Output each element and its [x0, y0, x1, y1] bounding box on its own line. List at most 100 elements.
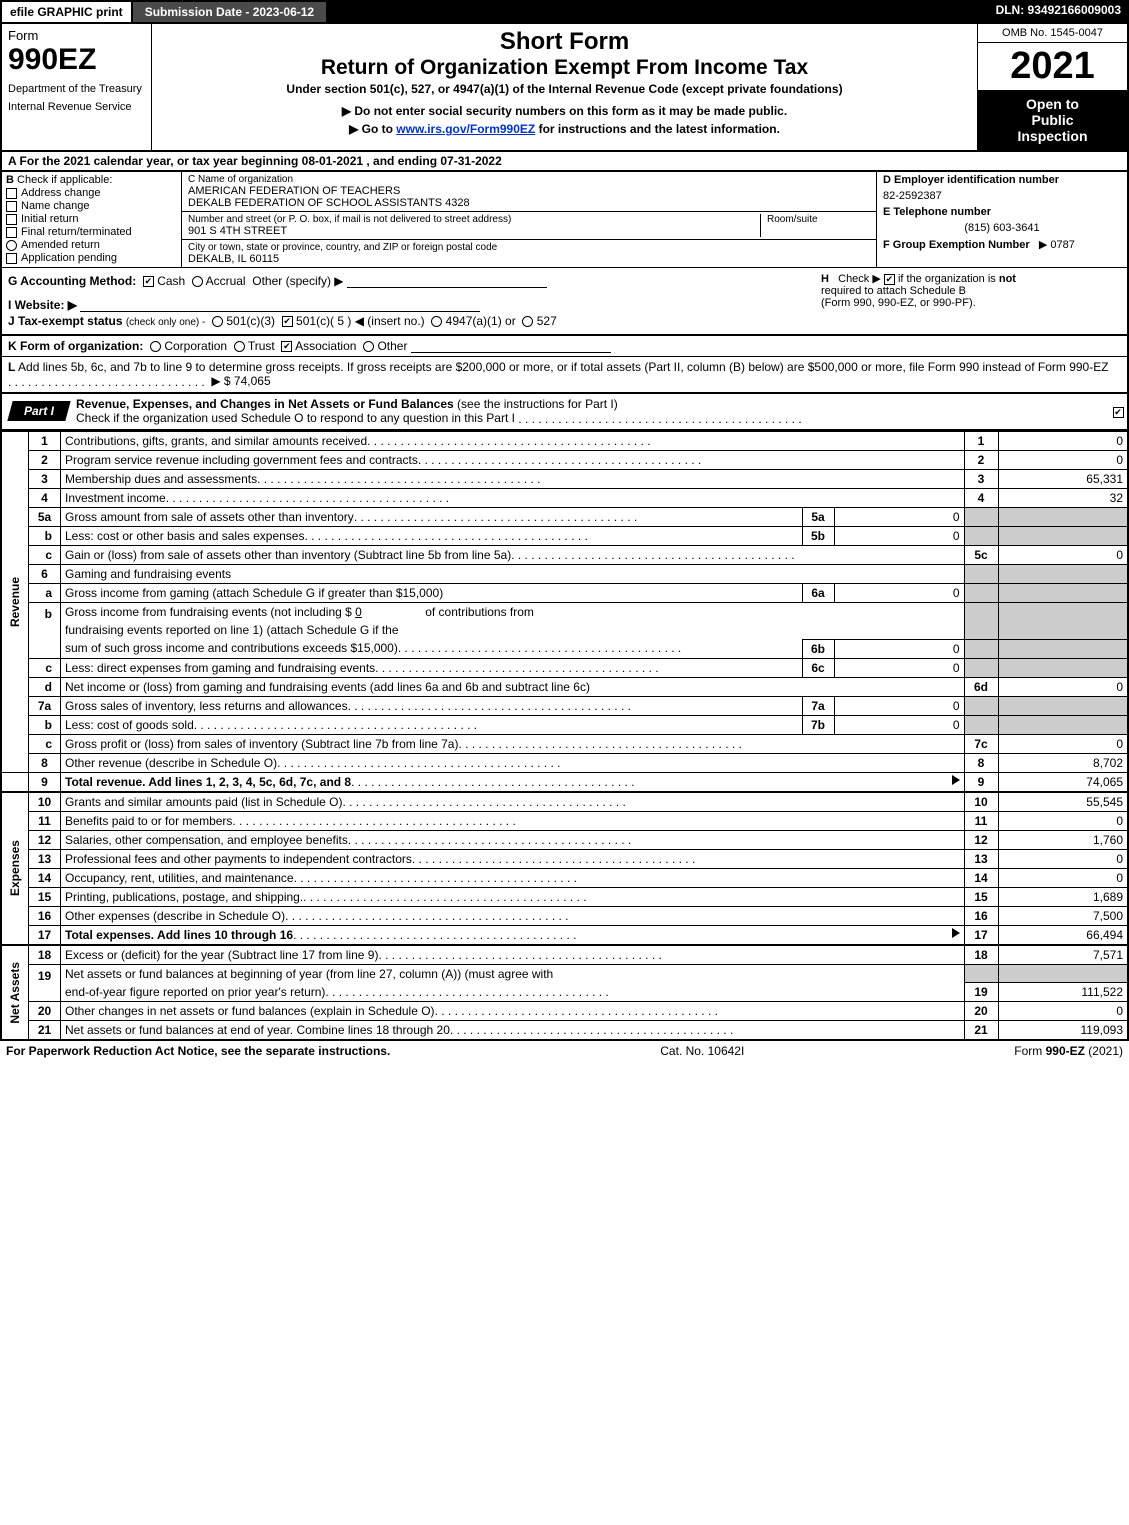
l6-num: 6	[29, 564, 61, 583]
box-c: C Name of organization AMERICAN FEDERATI…	[182, 172, 877, 267]
l3-desc: Membership dues and assessments	[65, 472, 257, 486]
l13-num: 13	[29, 849, 61, 868]
j-501c-checkbox[interactable]	[282, 316, 293, 327]
dots-icon	[351, 775, 951, 789]
j-4947-radio[interactable]	[431, 316, 442, 327]
short-form-title: Short Form	[162, 28, 967, 56]
line-6c: c Less: direct expenses from gaming and …	[1, 658, 1128, 677]
k-corp-radio[interactable]	[150, 341, 161, 352]
l19-desc2: end-of-year figure reported on prior yea…	[65, 985, 325, 999]
form-title: Return of Organization Exempt From Incom…	[162, 56, 967, 80]
l12-ref: 12	[964, 830, 998, 849]
goto-pre: ▶ Go to	[349, 122, 396, 136]
accrual-radio[interactable]	[192, 276, 203, 287]
under-section: Under section 501(c), 527, or 4947(a)(1)…	[162, 82, 967, 96]
l6a-desc: Gross income from gaming (attach Schedul…	[65, 586, 443, 600]
l7b-num: b	[29, 715, 61, 734]
line-5a: 5a Gross amount from sale of assets othe…	[1, 507, 1128, 526]
l13-val: 0	[998, 849, 1128, 868]
line-19-1: 19 Net assets or fund balances at beginn…	[1, 964, 1128, 983]
final-return-checkbox[interactable]	[6, 227, 17, 238]
submission-date-button[interactable]: Submission Date - 2023-06-12	[133, 0, 328, 24]
l14-num: 14	[29, 868, 61, 887]
accrual-label: Accrual	[206, 274, 246, 288]
shaded-cell	[998, 583, 1128, 602]
shaded-cell	[964, 507, 998, 526]
box-h: H Check ▶ if the organization is not req…	[821, 272, 1121, 330]
other-blank[interactable]	[347, 274, 547, 288]
part1-checkbox[interactable]	[1113, 407, 1124, 418]
website-blank[interactable]	[80, 298, 480, 312]
ein-value: 82-2592387	[877, 188, 1127, 204]
dots-icon	[348, 833, 960, 847]
arrow-icon	[952, 928, 960, 938]
open-to-public: Open to Public Inspection	[978, 90, 1127, 150]
name-change-label: Name change	[21, 200, 90, 212]
dots-icon	[232, 814, 959, 828]
omb-number: OMB No. 1545-0047	[978, 24, 1127, 43]
l5a-sref: 5a	[802, 507, 834, 526]
address-change-checkbox[interactable]	[6, 188, 17, 199]
line-3: 3 Membership dues and assessments 3 65,3…	[1, 469, 1128, 488]
k-assoc-checkbox[interactable]	[281, 341, 292, 352]
l5a-desc: Gross amount from sale of assets other t…	[65, 510, 354, 524]
goto-line: ▶ Go to www.irs.gov/Form990EZ for instru…	[162, 122, 967, 136]
identity-block: B Check if applicable: Address change Na…	[0, 172, 1129, 267]
j-527-radio[interactable]	[522, 316, 533, 327]
name-change-checkbox[interactable]	[6, 201, 17, 212]
cash-checkbox[interactable]	[143, 276, 154, 287]
l1-desc: Contributions, gifts, grants, and simila…	[65, 434, 367, 448]
dots-icon	[8, 375, 208, 389]
l7b-sval: 0	[834, 715, 964, 734]
l20-num: 20	[29, 1002, 61, 1021]
dots-icon	[194, 718, 798, 732]
l16-ref: 16	[964, 906, 998, 925]
tax-year: 2021	[978, 43, 1127, 90]
l5b-sref: 5b	[802, 526, 834, 545]
shaded-cell	[964, 564, 998, 583]
k-trust-radio[interactable]	[234, 341, 245, 352]
l21-num: 21	[29, 1021, 61, 1041]
l11-num: 11	[29, 811, 61, 830]
l4-num: 4	[29, 488, 61, 507]
goto-link[interactable]: www.irs.gov/Form990EZ	[396, 122, 535, 136]
room-label: Room/suite	[767, 214, 870, 225]
l6b-sref: 6b	[802, 639, 834, 658]
part1-checkline: Check if the organization used Schedule …	[76, 411, 515, 425]
l9-ref: 9	[964, 772, 998, 792]
l6c-num: c	[29, 658, 61, 677]
ein-label: D Employer identification number	[883, 174, 1059, 186]
l3-num: 3	[29, 469, 61, 488]
l3-val: 65,331	[998, 469, 1128, 488]
application-pending-checkbox[interactable]	[6, 253, 17, 264]
l4-ref: 4	[964, 488, 998, 507]
amended-return-radio[interactable]	[6, 240, 17, 251]
l7a-sref: 7a	[802, 696, 834, 715]
tel-value: (815) 603-3641	[877, 220, 1127, 236]
j-note: (check only one) -	[126, 317, 205, 328]
l17-num: 17	[29, 925, 61, 945]
shaded-cell	[964, 639, 998, 658]
h-checkbox[interactable]	[884, 274, 895, 285]
initial-return-checkbox[interactable]	[6, 214, 17, 225]
l15-num: 15	[29, 887, 61, 906]
final-return-label: Final return/terminated	[21, 226, 132, 238]
dept-irs: Internal Revenue Service	[8, 101, 145, 113]
l21-val: 119,093	[998, 1021, 1128, 1041]
revenue-sidelabel: Revenue	[1, 431, 29, 772]
dots-icon	[325, 985, 959, 999]
efile-print-button[interactable]: efile GRAPHIC print	[0, 0, 133, 24]
j-501c3-radio[interactable]	[212, 316, 223, 327]
section-ghij: G Accounting Method: Cash Accrual Other …	[0, 267, 1129, 336]
l18-val: 7,571	[998, 945, 1128, 965]
l18-ref: 18	[964, 945, 998, 965]
line-8: 8 Other revenue (describe in Schedule O)…	[1, 753, 1128, 772]
spacer	[328, 0, 987, 24]
shaded-cell	[998, 507, 1128, 526]
l18-num: 18	[29, 945, 61, 965]
k-other-blank[interactable]	[411, 339, 611, 353]
line-7b: b Less: cost of goods sold 7b 0	[1, 715, 1128, 734]
l10-desc: Grants and similar amounts paid (list in…	[65, 795, 342, 809]
k-other-radio[interactable]	[363, 341, 374, 352]
l12-desc: Salaries, other compensation, and employ…	[65, 833, 348, 847]
